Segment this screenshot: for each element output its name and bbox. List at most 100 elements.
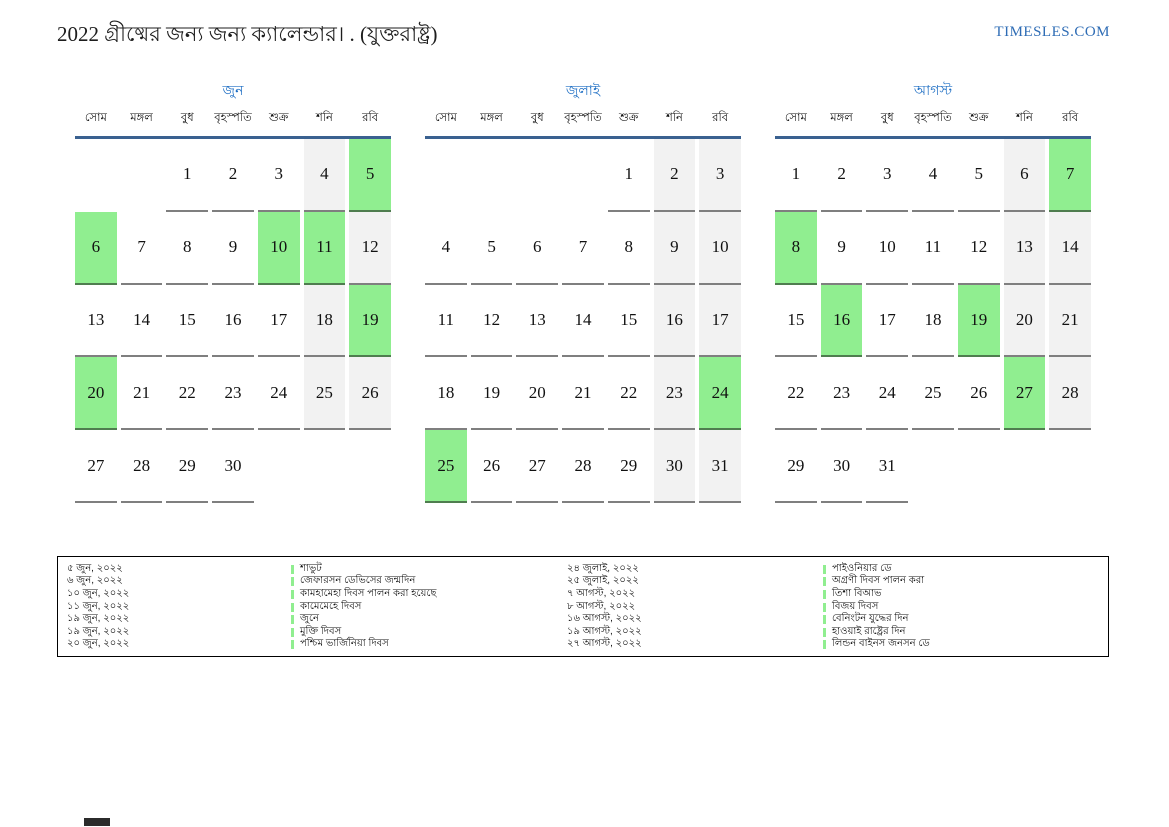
legend-event: মুক্তি দিবস [300, 625, 342, 637]
day-cell: 3 [699, 139, 741, 212]
day-cell: 14 [562, 285, 604, 358]
day-cell: 11 [303, 211, 346, 285]
day-cell: 24 [699, 357, 741, 431]
day-cell: 23 [212, 357, 254, 431]
day-cell: 18 [912, 285, 954, 358]
legend-event: লিন্ডন বাইনস জনসন ডে [832, 638, 930, 650]
empty-cell [516, 139, 558, 212]
month-title: জুন [222, 82, 244, 98]
weekday-label: রবি [362, 112, 379, 124]
weekday-label: শনি [315, 112, 333, 124]
legend-date: ১৯ আগস্ট, ২০২২ [567, 625, 642, 637]
day-cell: 27 [75, 430, 117, 503]
legend-entry: ৫ জুন, ২০২২ শাভুট [67, 563, 436, 576]
weekday-label: সোম [84, 112, 107, 124]
day-cell: 9 [820, 212, 863, 285]
legend-marker-icon [291, 577, 294, 587]
day-cell: 28 [1049, 357, 1091, 431]
legend-group-july-august: ২৪ জুলাই, ২০২২ পাইওনিয়ার ডে ২৫ জুলাই, ২০২… [567, 563, 930, 651]
header-rule [75, 136, 391, 139]
day-cell: 23 [820, 357, 863, 431]
month-grid: 1 2 3 4 5 6 7 8 9 10 11 12 13 14 15 16 17 18 19 20 21 22 23 24 2… [75, 139, 391, 503]
day-cell: 4 [303, 139, 346, 212]
legend-event: অগ্রণী দিবস পালন করা [832, 575, 925, 587]
legend-date: ১৬ আগস্ট, ২০২২ [567, 613, 642, 625]
legend-marker-icon [291, 602, 294, 612]
legend-entry: ১৬ আগস্ট, ২০২২ বেনিংটন যুদ্ধের দিন [567, 613, 930, 626]
legend-event: পাইওনিয়ার ডে [832, 562, 892, 574]
weekday-label: শুক্র [968, 112, 989, 124]
weekday-label: শুক্র [268, 112, 289, 124]
day-cell: 6 [1003, 139, 1046, 212]
legend-marker-icon [823, 615, 826, 625]
month-grid: 1 2 3 4 5 6 7 8 9 10 11 12 13 14 15 16 17 18 19 20 21 22 23 24 2… [425, 139, 741, 503]
weekday-label: বৃহস্পতি [564, 112, 602, 124]
weekday-label: সোম [784, 112, 807, 124]
legend-marker-icon [823, 602, 826, 612]
day-cell: 5 [957, 139, 1000, 212]
day-cell: 4 [912, 139, 954, 212]
day-cell: 28 [562, 430, 604, 503]
day-cell: 13 [75, 285, 117, 358]
header-rule [775, 136, 1091, 139]
day-cell: 1 [607, 139, 650, 212]
empty-cell [425, 139, 467, 212]
legend-date: ৮ আগস্ট, ২০২২ [567, 600, 636, 612]
weekday-label: মঙ্গল [830, 112, 853, 124]
legend-entry: ২০ জুন, ২০২২ পশ্চিম ভার্জিনিয়া দিবস [67, 638, 436, 652]
weekday-label: শনি [665, 112, 683, 124]
day-cell: 13 [1003, 211, 1046, 285]
footer-mark [84, 818, 110, 826]
day-cell: 6 [516, 212, 559, 285]
day-cell: 7 [1049, 139, 1091, 212]
day-cell: 10 [866, 212, 909, 285]
legend-entry: ১০ জুন, ২০২২ কামহামেহা দিবস পালন করা হয়ে… [67, 588, 436, 601]
site-logo-link[interactable]: TIMESLES.COM [994, 24, 1110, 40]
day-cell: 19 [957, 284, 1000, 358]
day-cell: 1 [775, 139, 817, 212]
legend-entry: ১৯ আগস্ট, ২০২২ হাওয়াই রাষ্ট্রের দিন [567, 626, 930, 639]
weekday-label: বুধ [530, 112, 544, 124]
day-cell: 10 [257, 211, 300, 285]
legend-event: কামহামেহা দিবস পালন করা হয়েছে [300, 587, 437, 599]
legend-event: জুনে [300, 613, 319, 625]
empty-cell [349, 430, 391, 503]
day-cell: 31 [699, 430, 741, 503]
legend-marker-icon [291, 589, 294, 599]
month-title: আগস্ট [913, 82, 953, 98]
day-cell: 22 [607, 357, 650, 431]
legend-event: বেনিংটন যুদ্ধের দিন [832, 613, 909, 625]
day-cell: 20 [516, 357, 559, 431]
legend-date: ২০ জুন, ২০২২ [67, 638, 130, 650]
day-cell: 29 [607, 430, 650, 503]
day-cell: 17 [866, 285, 909, 358]
day-cell: 15 [775, 285, 817, 358]
day-cell: 26 [470, 430, 513, 503]
day-cell: 21 [1049, 284, 1091, 358]
month-grid: 1 2 3 4 5 6 7 8 9 10 11 12 13 14 15 16 17 18 19 20 21 22 23 24 2… [775, 139, 1091, 503]
legend-marker-icon [823, 564, 826, 574]
legend-date: ১৯ জুন, ২০২২ [67, 613, 130, 625]
day-cell: 24 [257, 357, 300, 431]
day-cell: 27 [1003, 357, 1046, 431]
day-cell: 21 [120, 357, 163, 431]
legend-event: তিশা বিআভ [832, 587, 882, 599]
day-cell: 29 [775, 430, 817, 503]
legend-date: ৭ আগস্ট, ২০২২ [567, 587, 636, 599]
legend-marker-icon [823, 627, 826, 637]
day-cell: 1 [166, 139, 209, 212]
day-cell: 8 [607, 212, 650, 285]
legend-date: ১১ জুন, ২০২২ [67, 600, 130, 612]
legend-date: ১০ জুন, ২০২২ [67, 587, 130, 599]
day-cell: 2 [820, 139, 863, 212]
day-cell: 11 [912, 212, 954, 285]
empty-cell [258, 430, 300, 503]
legend-marker-icon [291, 640, 294, 650]
weekday-label: মঙ্গল [480, 112, 503, 124]
legend-date: ২৫ জুলাই, ২০২২ [567, 575, 639, 587]
day-cell: 20 [75, 357, 117, 431]
day-cell: 26 [349, 357, 391, 431]
holiday-legend: ৫ জুন, ২০২২ শাভুট ৬ জুন, ২০২২ জেফারসন ডেভিস… [57, 556, 1109, 657]
